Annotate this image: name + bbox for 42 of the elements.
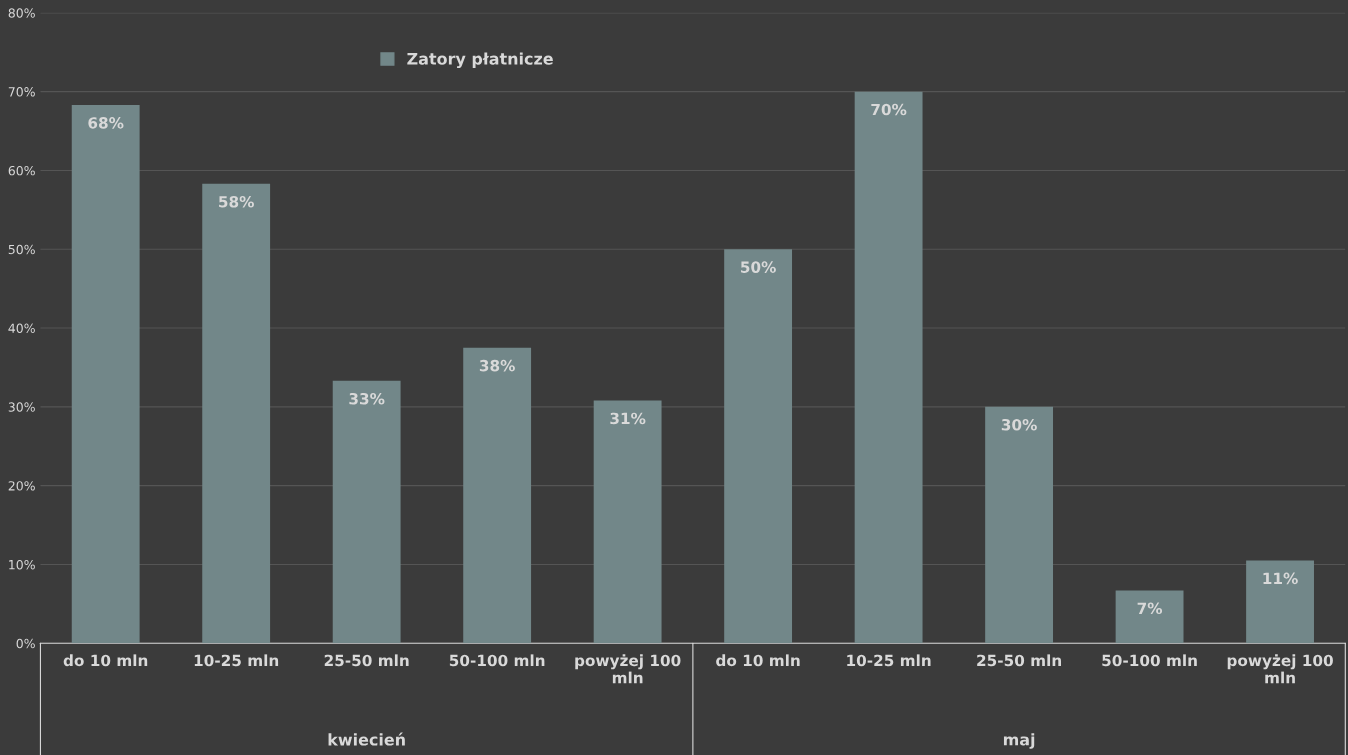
y-tick-label: 80% [8,8,35,18]
data-label: 50% [741,261,776,273]
bar [463,347,532,644]
x-tick-label: 25-50 mln [324,654,409,667]
data-label: 7% [1137,602,1163,615]
x-tick-label: 10-25 mln [847,654,931,667]
legend-label: Zatory płatnicze [407,52,553,69]
data-label: 68% [88,117,124,129]
x-tick-label: 10-25 mln [194,654,279,667]
data-label: 70% [871,103,907,116]
bar [1246,560,1314,644]
y-tick-label: 70% [8,87,35,97]
bar [202,183,271,644]
data-label: 33% [349,392,385,405]
data-label: 31% [610,412,646,425]
bar [332,380,401,644]
bar [854,91,923,644]
data-label: 38% [479,359,515,372]
bar [985,406,1054,644]
x-tick-label: 50-100 mln [449,654,545,667]
y-tick-label: 20% [8,481,35,491]
bar [593,400,662,644]
bar [71,105,140,644]
x-tick-label: powyżej 100 mln [1227,654,1333,684]
x-tick-label: 25-50 mln [977,654,1061,667]
x-tick-label: 50-100 mln [1102,654,1197,667]
bar [724,249,793,644]
data-label: 58% [219,195,254,208]
x-tick-label: powyżej 100 mln [575,654,681,684]
y-tick-label: 10% [9,559,35,570]
y-tick-label: 0% [16,638,35,649]
y-tick-label: 50% [8,244,35,255]
y-tick-label: 40% [8,323,35,333]
y-tick-label: 60% [8,165,35,176]
x-tick-label: do 10 mln [63,654,148,667]
data-label: 30% [1001,418,1037,431]
data-label: 11% [1263,572,1298,585]
y-tick-label: 30% [8,402,35,412]
bar [1115,590,1184,644]
text: kwiecień [328,732,405,746]
x-tick-label: do 10 mln [716,654,800,667]
text: maj [1003,733,1035,749]
